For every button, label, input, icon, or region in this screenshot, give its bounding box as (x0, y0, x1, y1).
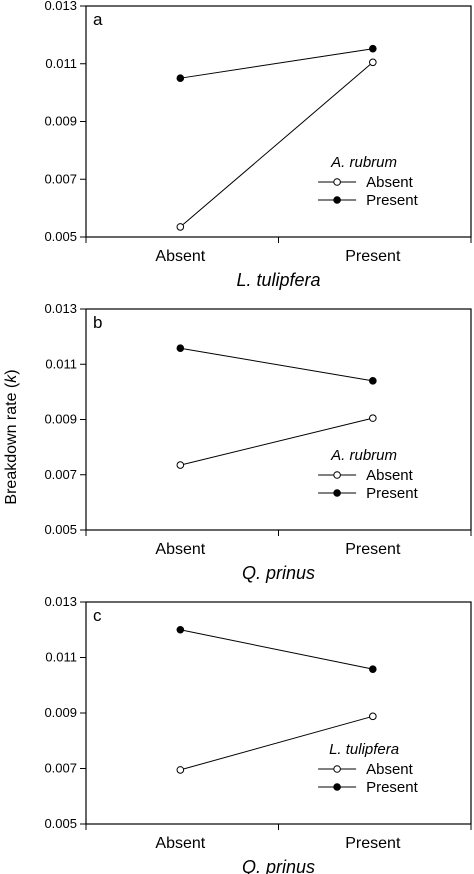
x-tick-label: Present (345, 835, 401, 852)
x-axis-label: L. tulipfera (236, 270, 320, 290)
data-point-absent (176, 461, 185, 469)
data-point-present (176, 625, 185, 634)
x-tick-label: Absent (155, 541, 205, 558)
legend-marker (333, 783, 341, 791)
data-point-present (369, 665, 377, 673)
data-point-present (369, 377, 377, 385)
legend-entry: Present (366, 485, 419, 502)
legend-marker (333, 196, 341, 204)
data-point-absent (176, 223, 185, 231)
legend-title: A. rubrum (330, 154, 397, 171)
panel-letter: a (93, 10, 103, 29)
series-line-present (180, 48, 373, 79)
legend-marker (333, 765, 341, 773)
data-point-absent (369, 414, 377, 422)
data-point-absent (369, 58, 377, 67)
y-tick-label: 0.007 (44, 467, 77, 482)
data-point-present (176, 74, 185, 82)
legend-entry: Present (366, 192, 419, 209)
y-axis-label: Breakdown rate (k) (3, 369, 20, 504)
y-tick-label: 0.009 (44, 114, 77, 129)
legend-title: A. rubrum (330, 447, 397, 464)
data-point-present (369, 44, 377, 53)
legend-entry: Absent (366, 761, 414, 778)
y-tick-label: 0.007 (44, 171, 77, 186)
y-tick-label: 0.011 (45, 650, 77, 665)
panel-letter: c (93, 606, 102, 625)
legend-entry: Present (366, 779, 419, 796)
series-line-present (180, 629, 373, 670)
x-tick-label: Absent (155, 248, 205, 265)
y-tick-label: 0.007 (44, 761, 77, 776)
x-tick-label: Present (345, 541, 401, 558)
series-line-absent (180, 61, 374, 228)
legend-marker (333, 178, 341, 186)
y-tick-label: 0.013 (44, 594, 77, 609)
x-tick-label: Absent (155, 835, 205, 852)
data-point-absent (369, 712, 377, 721)
series-line-absent (180, 417, 373, 466)
y-tick-label: 0.011 (45, 56, 77, 71)
series-line-absent (180, 715, 373, 771)
y-tick-label: 0.005 (44, 522, 77, 537)
y-tick-label: 0.005 (44, 816, 77, 831)
x-axis-label: Q. prinus (242, 857, 315, 874)
y-axis-label-var: k (3, 374, 20, 383)
y-tick-label: 0.013 (44, 301, 77, 316)
y-tick-label: 0.011 (45, 356, 77, 371)
series-line-present (180, 347, 373, 382)
legend-title: L. tulipfera (329, 741, 399, 758)
y-axis-label-prefix: Breakdown rate ( (3, 382, 20, 505)
data-point-present (176, 344, 185, 353)
y-axis-label-suffix: ) (3, 369, 20, 374)
y-tick-label: 0.009 (44, 705, 77, 720)
legend-entry: Absent (366, 174, 414, 191)
x-tick-label: Present (345, 248, 401, 265)
legend-marker (333, 471, 341, 479)
x-axis-label: Q. prinus (242, 563, 315, 583)
legend-marker (333, 489, 341, 497)
legend-entry: Absent (366, 467, 414, 484)
panel-letter: b (93, 313, 102, 332)
y-tick-label: 0.013 (44, 0, 77, 13)
y-tick-label: 0.005 (44, 229, 77, 244)
data-point-absent (176, 766, 185, 774)
y-tick-label: 0.009 (44, 412, 77, 427)
